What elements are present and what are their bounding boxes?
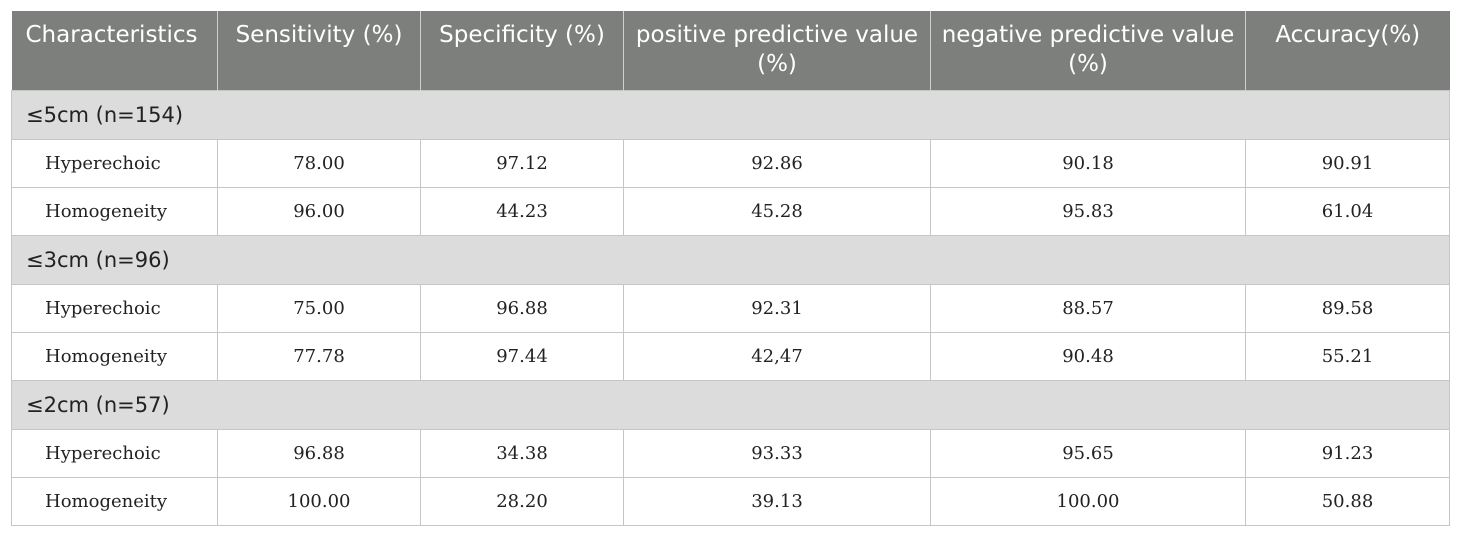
cell-specificity: 44.23 xyxy=(420,186,624,236)
table-row: Homogeneity 96.00 44.23 45.28 95.83 61.0… xyxy=(11,186,1450,236)
cell-sensitivity: 78.00 xyxy=(217,138,421,188)
cell-accuracy: 89.58 xyxy=(1245,283,1450,333)
cell-accuracy: 50.88 xyxy=(1245,476,1450,526)
cell-specificity: 34.38 xyxy=(420,428,624,478)
cell-specificity: 96.88 xyxy=(420,283,624,333)
cell-npv: 90.18 xyxy=(930,138,1246,188)
header-ppv: positive predictive value (%) xyxy=(623,11,931,90)
header-row: Characteristics Sensitivity (%) Specific… xyxy=(11,11,1450,90)
cell-ppv: 92.31 xyxy=(623,283,931,333)
group-row: ≤2cm (n=57) xyxy=(11,379,1450,430)
cell-ppv: 93.33 xyxy=(623,428,931,478)
row-characteristic: Homogeneity xyxy=(11,186,218,236)
header-characteristics: Characteristics xyxy=(11,11,218,90)
row-characteristic: Hyperechoic xyxy=(11,138,218,188)
table-body: ≤5cm (n=154) Hyperechoic 78.00 97.12 92.… xyxy=(11,89,1450,526)
cell-sensitivity: 96.88 xyxy=(217,428,421,478)
results-table: Characteristics Sensitivity (%) Specific… xyxy=(11,11,1450,526)
table-row: Homogeneity 100.00 28.20 39.13 100.00 50… xyxy=(11,476,1450,526)
cell-sensitivity: 77.78 xyxy=(217,331,421,381)
cell-npv: 88.57 xyxy=(930,283,1246,333)
header-sensitivity: Sensitivity (%) xyxy=(217,11,421,90)
table-row: Homogeneity 77.78 97.44 42,47 90.48 55.2… xyxy=(11,331,1450,381)
cell-sensitivity: 100.00 xyxy=(217,476,421,526)
table-header: Characteristics Sensitivity (%) Specific… xyxy=(11,11,1450,90)
group-row: ≤3cm (n=96) xyxy=(11,234,1450,285)
cell-npv: 100.00 xyxy=(930,476,1246,526)
cell-ppv: 92.86 xyxy=(623,138,931,188)
row-characteristic: Homogeneity xyxy=(11,476,218,526)
cell-ppv: 45.28 xyxy=(623,186,931,236)
cell-sensitivity: 75.00 xyxy=(217,283,421,333)
cell-accuracy: 90.91 xyxy=(1245,138,1450,188)
table-row: Hyperechoic 75.00 96.88 92.31 88.57 89.5… xyxy=(11,283,1450,333)
header-npv: negative predictive value (%) xyxy=(930,11,1246,90)
header-accuracy: Accuracy(%) xyxy=(1245,11,1450,90)
header-specificity: Specificity (%) xyxy=(420,11,624,90)
cell-sensitivity: 96.00 xyxy=(217,186,421,236)
cell-npv: 95.65 xyxy=(930,428,1246,478)
cell-accuracy: 61.04 xyxy=(1245,186,1450,236)
group-row: ≤5cm (n=154) xyxy=(11,89,1450,140)
row-characteristic: Hyperechoic xyxy=(11,283,218,333)
row-characteristic: Hyperechoic xyxy=(11,428,218,478)
cell-specificity: 28.20 xyxy=(420,476,624,526)
cell-ppv: 42,47 xyxy=(623,331,931,381)
table-row: Hyperechoic 96.88 34.38 93.33 95.65 91.2… xyxy=(11,428,1450,478)
cell-specificity: 97.12 xyxy=(420,138,624,188)
group-label: ≤3cm (n=96) xyxy=(11,234,1450,285)
row-characteristic: Homogeneity xyxy=(11,331,218,381)
cell-ppv: 39.13 xyxy=(623,476,931,526)
group-label: ≤5cm (n=154) xyxy=(11,89,1450,140)
table-row: Hyperechoic 78.00 97.12 92.86 90.18 90.9… xyxy=(11,138,1450,188)
cell-accuracy: 55.21 xyxy=(1245,331,1450,381)
cell-accuracy: 91.23 xyxy=(1245,428,1450,478)
cell-specificity: 97.44 xyxy=(420,331,624,381)
cell-npv: 95.83 xyxy=(930,186,1246,236)
group-label: ≤2cm (n=57) xyxy=(11,379,1450,430)
cell-npv: 90.48 xyxy=(930,331,1246,381)
